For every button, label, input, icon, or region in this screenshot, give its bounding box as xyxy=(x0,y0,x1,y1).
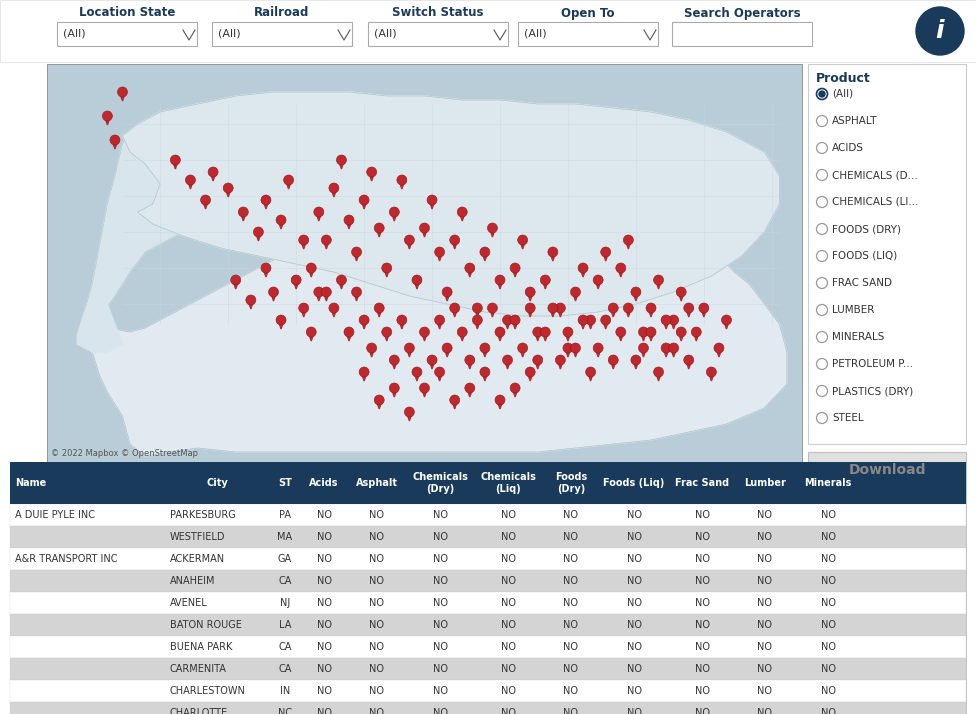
Text: NO: NO xyxy=(316,620,332,630)
Polygon shape xyxy=(278,220,284,229)
Text: NO: NO xyxy=(821,642,835,652)
Circle shape xyxy=(707,367,716,377)
Polygon shape xyxy=(399,180,405,189)
Circle shape xyxy=(817,413,828,423)
Polygon shape xyxy=(232,280,239,289)
Text: NO: NO xyxy=(627,620,641,630)
Text: NO: NO xyxy=(370,664,385,674)
Circle shape xyxy=(382,327,391,337)
Text: NO: NO xyxy=(432,554,448,564)
Text: NO: NO xyxy=(316,642,332,652)
Circle shape xyxy=(555,355,565,365)
Circle shape xyxy=(555,303,565,313)
Text: Chemicals: Chemicals xyxy=(480,472,536,482)
Circle shape xyxy=(329,303,339,313)
Text: NO: NO xyxy=(757,554,772,564)
Polygon shape xyxy=(505,320,510,329)
Polygon shape xyxy=(588,372,593,381)
Text: NO: NO xyxy=(316,708,332,714)
Text: (Dry): (Dry) xyxy=(557,484,586,494)
Polygon shape xyxy=(557,360,563,369)
Text: NO: NO xyxy=(370,642,385,652)
Circle shape xyxy=(367,167,377,177)
Circle shape xyxy=(517,343,528,353)
Circle shape xyxy=(261,195,271,205)
Text: CARMENITA: CARMENITA xyxy=(170,664,226,674)
Text: NO: NO xyxy=(501,554,515,564)
Polygon shape xyxy=(723,320,729,329)
Text: PLASTICS (DRY): PLASTICS (DRY) xyxy=(832,386,914,396)
Circle shape xyxy=(817,331,828,343)
Circle shape xyxy=(654,367,664,377)
FancyBboxPatch shape xyxy=(10,548,966,570)
Circle shape xyxy=(224,183,233,193)
Circle shape xyxy=(404,407,415,417)
Circle shape xyxy=(517,235,528,245)
Text: NO: NO xyxy=(316,598,332,608)
FancyBboxPatch shape xyxy=(10,462,966,714)
FancyBboxPatch shape xyxy=(10,570,966,592)
Circle shape xyxy=(404,235,415,245)
Text: CA: CA xyxy=(278,642,292,652)
Circle shape xyxy=(699,303,709,313)
Text: FRAC SAND: FRAC SAND xyxy=(832,278,892,288)
Text: NO: NO xyxy=(563,598,579,608)
Polygon shape xyxy=(632,292,639,301)
Circle shape xyxy=(246,295,256,305)
Text: LUMBER: LUMBER xyxy=(832,305,874,315)
Circle shape xyxy=(261,263,271,273)
Polygon shape xyxy=(626,240,631,249)
Text: NO: NO xyxy=(563,576,579,586)
Circle shape xyxy=(525,367,535,377)
Circle shape xyxy=(480,367,490,377)
Text: NO: NO xyxy=(821,620,835,630)
Polygon shape xyxy=(346,332,352,341)
Text: GA: GA xyxy=(278,554,292,564)
FancyBboxPatch shape xyxy=(10,636,966,658)
Polygon shape xyxy=(77,92,780,336)
Circle shape xyxy=(457,207,468,217)
Polygon shape xyxy=(323,240,329,249)
Polygon shape xyxy=(489,228,496,237)
Text: Name: Name xyxy=(15,478,46,488)
Text: NO: NO xyxy=(370,532,385,542)
Text: NO: NO xyxy=(627,642,641,652)
Polygon shape xyxy=(482,348,488,357)
Polygon shape xyxy=(173,160,179,169)
Polygon shape xyxy=(77,184,787,456)
Circle shape xyxy=(382,263,391,273)
Circle shape xyxy=(442,287,452,297)
Polygon shape xyxy=(663,320,670,329)
Text: NO: NO xyxy=(563,554,579,564)
Text: FOODS (DRY): FOODS (DRY) xyxy=(832,224,901,234)
Polygon shape xyxy=(512,268,518,277)
Polygon shape xyxy=(361,372,367,381)
Circle shape xyxy=(472,303,482,313)
Text: NO: NO xyxy=(370,554,385,564)
Text: A DUIE PYLE INC: A DUIE PYLE INC xyxy=(15,510,95,520)
Circle shape xyxy=(337,275,346,285)
Circle shape xyxy=(291,275,302,285)
Text: Product: Product xyxy=(816,71,871,84)
Circle shape xyxy=(434,367,445,377)
Polygon shape xyxy=(452,400,458,409)
Circle shape xyxy=(593,275,603,285)
Text: NC: NC xyxy=(278,708,292,714)
Polygon shape xyxy=(519,348,526,357)
Circle shape xyxy=(374,303,385,313)
Circle shape xyxy=(480,343,490,353)
Text: NO: NO xyxy=(316,554,332,564)
Text: NO: NO xyxy=(501,532,515,542)
Text: NO: NO xyxy=(432,598,448,608)
Polygon shape xyxy=(391,360,397,369)
Polygon shape xyxy=(270,292,276,301)
Text: NO: NO xyxy=(501,708,515,714)
Polygon shape xyxy=(376,308,383,317)
Polygon shape xyxy=(361,200,367,209)
Text: ST: ST xyxy=(278,478,292,488)
Polygon shape xyxy=(301,308,306,317)
Circle shape xyxy=(254,227,264,237)
Polygon shape xyxy=(610,360,616,369)
Text: CHARLESTOWN: CHARLESTOWN xyxy=(170,686,246,696)
